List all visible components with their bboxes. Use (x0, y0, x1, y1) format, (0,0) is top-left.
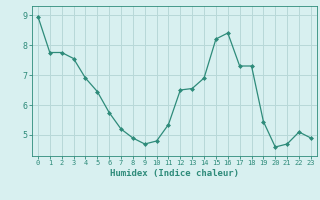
X-axis label: Humidex (Indice chaleur): Humidex (Indice chaleur) (110, 169, 239, 178)
